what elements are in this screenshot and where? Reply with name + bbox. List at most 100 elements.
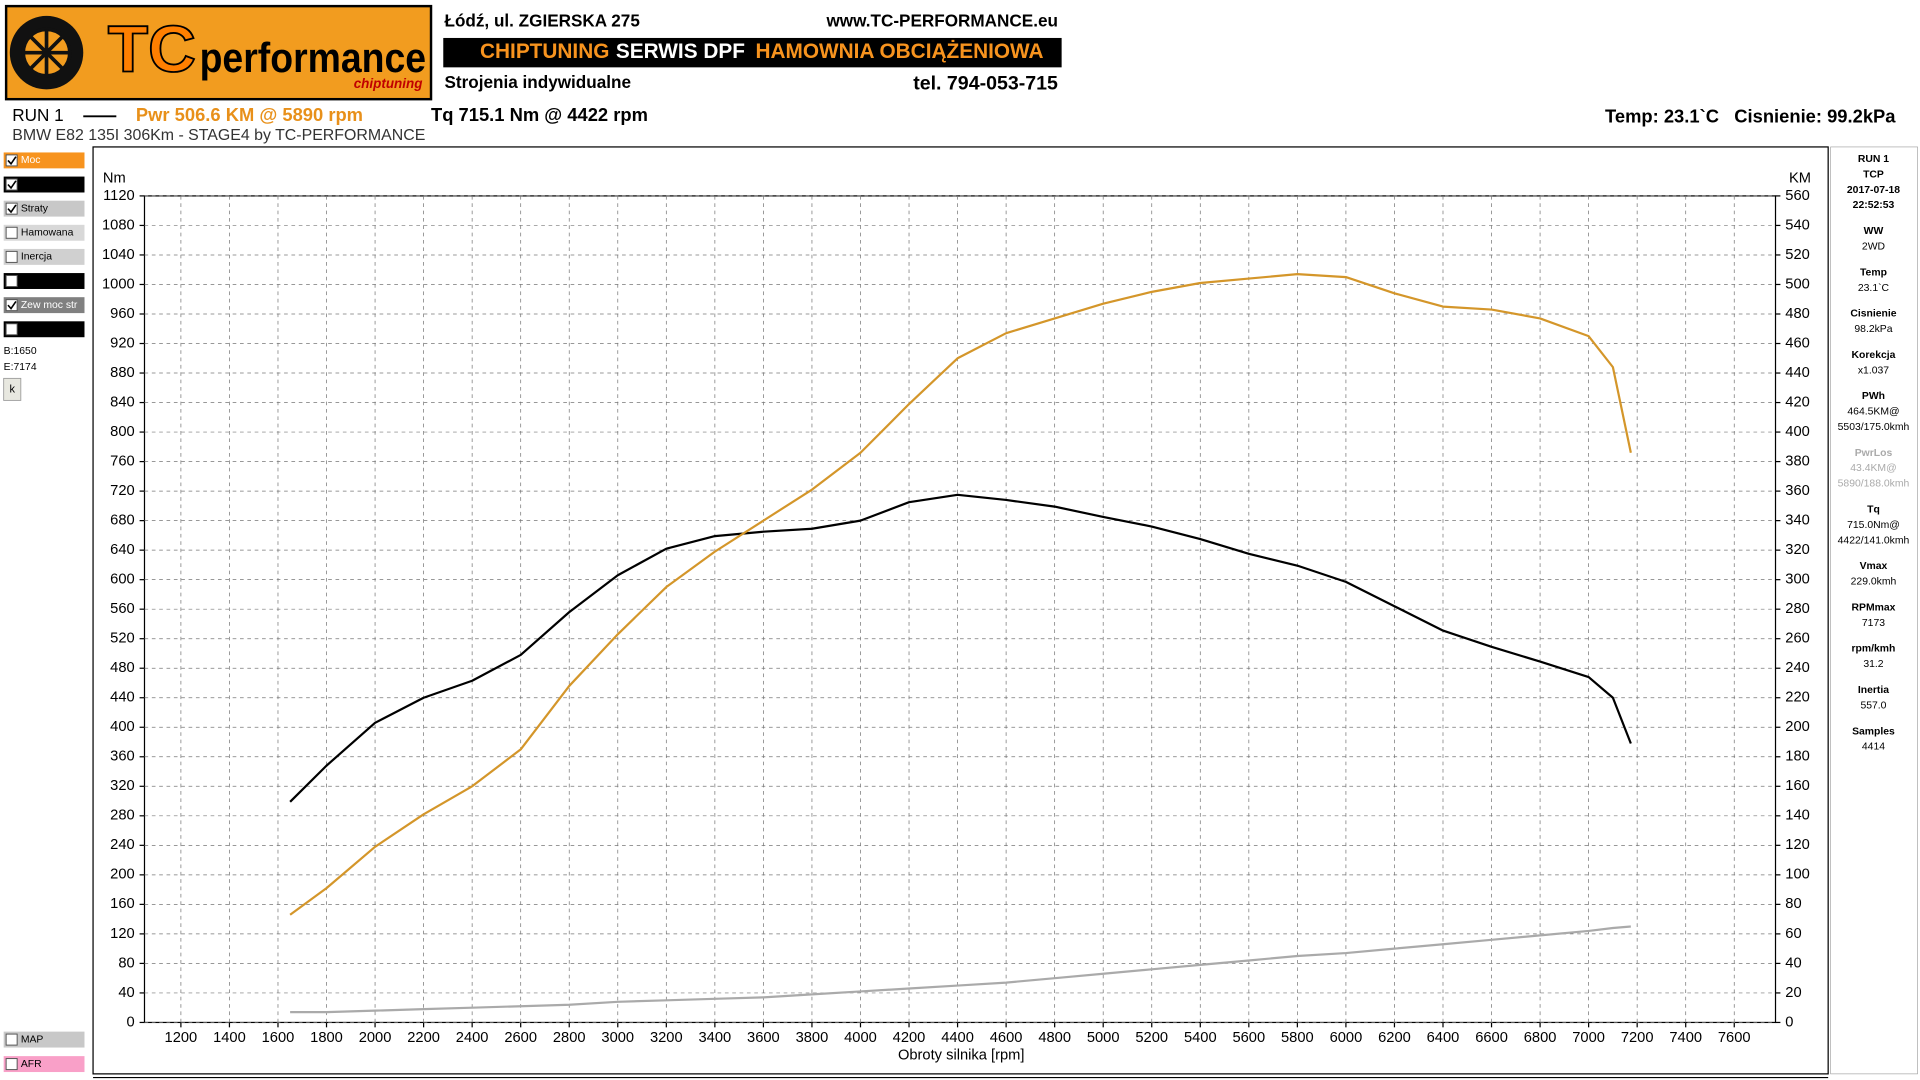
y-tick-label: 720 <box>110 483 135 499</box>
option-swatch[interactable] <box>3 321 85 338</box>
address: Łódź, ul. ZGIERSKA 275 <box>444 11 640 31</box>
y2-tick-label: 240 <box>1785 660 1810 676</box>
info-line: Cisnienie <box>1850 309 1896 320</box>
info-line: 464.5KM@ <box>1847 407 1899 418</box>
x-tick-label: 2000 <box>359 1030 392 1046</box>
option-swatch[interactable] <box>3 248 85 265</box>
logo-performance: performance <box>200 34 427 81</box>
y2-tick-label: 320 <box>1785 542 1810 558</box>
y2-tick-label: 200 <box>1785 719 1810 735</box>
chart-layer: 1200 1400 1600 1800 2000 2200 2400 2600 2800 3000… <box>3 152 1910 1073</box>
x-tick-label: 4000 <box>844 1030 877 1046</box>
data-line <box>289 493 1632 803</box>
x-tick-label: 4800 <box>1038 1030 1071 1046</box>
info-line: 23.1`C <box>1858 282 1890 294</box>
x-tick-label: 7400 <box>1669 1030 1702 1046</box>
option-swatch[interactable] <box>3 297 85 314</box>
info-line: 31.2 <box>1863 659 1883 670</box>
info-line: 22:52:53 <box>1853 200 1895 211</box>
y-tick-label: 280 <box>110 808 135 824</box>
y-tick-label: 0 <box>127 1014 135 1030</box>
checkbox[interactable] <box>5 154 18 167</box>
y2-tick-label: 460 <box>1785 335 1810 351</box>
y-tick-label: 560 <box>110 601 135 617</box>
x-tick-label: 6400 <box>1427 1030 1460 1046</box>
info-line: Vmax <box>1860 561 1888 572</box>
info-line: PWh <box>1862 391 1885 402</box>
logo-turbo-spokes <box>23 29 70 76</box>
option-swatch[interactable] <box>3 224 85 241</box>
checkbox[interactable] <box>5 1033 18 1046</box>
info-line: 98.2kPa <box>1854 324 1892 335</box>
x-tick-label: 6200 <box>1378 1030 1411 1046</box>
info-line: WW <box>1864 226 1884 237</box>
y-tick-label: 440 <box>110 690 135 706</box>
checkbox[interactable] <box>5 323 18 336</box>
run-power: Pwr 506.6 KM @ 5890 rpm <box>136 104 363 125</box>
x-tick-label: 2200 <box>407 1030 440 1046</box>
run-torque: Tq 715.1 Nm @ 4422 rpm <box>431 104 648 125</box>
x-tick-label: 5200 <box>1135 1030 1168 1046</box>
option-label: Hamowana <box>21 228 74 239</box>
y-tick-label: 520 <box>110 631 135 647</box>
option-swatch[interactable] <box>3 176 85 193</box>
y2-tick-label: 280 <box>1785 601 1810 617</box>
option-swatch[interactable] <box>3 1056 85 1073</box>
option-swatch[interactable] <box>3 273 85 289</box>
y2-tick-label: 340 <box>1785 513 1810 529</box>
tagline: Strojenia indywidualne <box>444 72 631 92</box>
x-tick-label: 6800 <box>1524 1030 1557 1046</box>
y2-tick-label: 540 <box>1785 217 1810 233</box>
checkbox[interactable] <box>5 250 18 263</box>
x-tick-label: 1400 <box>213 1030 246 1046</box>
checkbox[interactable] <box>5 226 18 239</box>
info-line: 5503/175.0kmh <box>1838 422 1910 433</box>
info-line: 4422/141.0kmh <box>1838 535 1910 546</box>
x-tick-label: 2800 <box>553 1030 586 1046</box>
logo-chiptuning: chiptuning <box>354 76 423 91</box>
banner <box>443 37 1062 68</box>
y2-tick-label: 140 <box>1785 808 1810 824</box>
banner-item: HAMOWNIA OBCIĄŻENIOWA <box>756 40 1044 63</box>
y-tick-label: 1000 <box>102 276 135 292</box>
y2-tick-label: 360 <box>1785 483 1810 499</box>
y2-tick-label: 60 <box>1785 926 1801 942</box>
button[interactable] <box>3 377 22 401</box>
x-tick-label: 1200 <box>165 1030 198 1046</box>
checkbox[interactable] <box>5 178 18 191</box>
y-tick-label: 640 <box>110 542 135 558</box>
info-line: Samples <box>1852 726 1895 737</box>
y-tick-label: 240 <box>110 837 135 853</box>
checkbox[interactable] <box>5 1058 18 1071</box>
x-tick-label: 1600 <box>262 1030 295 1046</box>
y-tick-label: 920 <box>110 335 135 351</box>
y2-tick-label: 440 <box>1785 365 1810 381</box>
checkbox[interactable] <box>5 202 18 215</box>
option-swatch[interactable] <box>3 152 85 169</box>
info-line: RUN 1 <box>1858 154 1889 165</box>
x-tick-label: 6000 <box>1330 1030 1363 1046</box>
y2-tick-label: 500 <box>1785 276 1810 292</box>
y-tick-label: 360 <box>110 749 135 765</box>
y2-tick-label: 40 <box>1785 955 1801 971</box>
checkbox[interactable] <box>5 275 18 288</box>
info-line: 2017-07-18 <box>1847 185 1900 196</box>
option-swatch[interactable] <box>3 200 85 217</box>
banner-item: SERWIS DPF <box>616 40 745 63</box>
x-tick-label: 5400 <box>1184 1030 1217 1046</box>
y2-tick-label: 160 <box>1785 778 1810 794</box>
y-tick-label: 40 <box>118 985 134 1001</box>
y-tick-label: 760 <box>110 453 135 469</box>
y-tick-label: 160 <box>110 896 135 912</box>
range-end: E:7174 <box>4 362 37 373</box>
range-begin: B:1650 <box>4 346 37 357</box>
y-tick-label: 1040 <box>102 247 135 263</box>
y2-tick-label: 400 <box>1785 424 1810 440</box>
checkbox[interactable] <box>5 299 18 312</box>
info-line: Tq <box>1867 505 1880 516</box>
checkmark <box>7 180 17 190</box>
option-swatch[interactable] <box>3 1031 85 1048</box>
x-tick-label: 3400 <box>699 1030 732 1046</box>
y2-tick-label: 0 <box>1785 1014 1793 1030</box>
